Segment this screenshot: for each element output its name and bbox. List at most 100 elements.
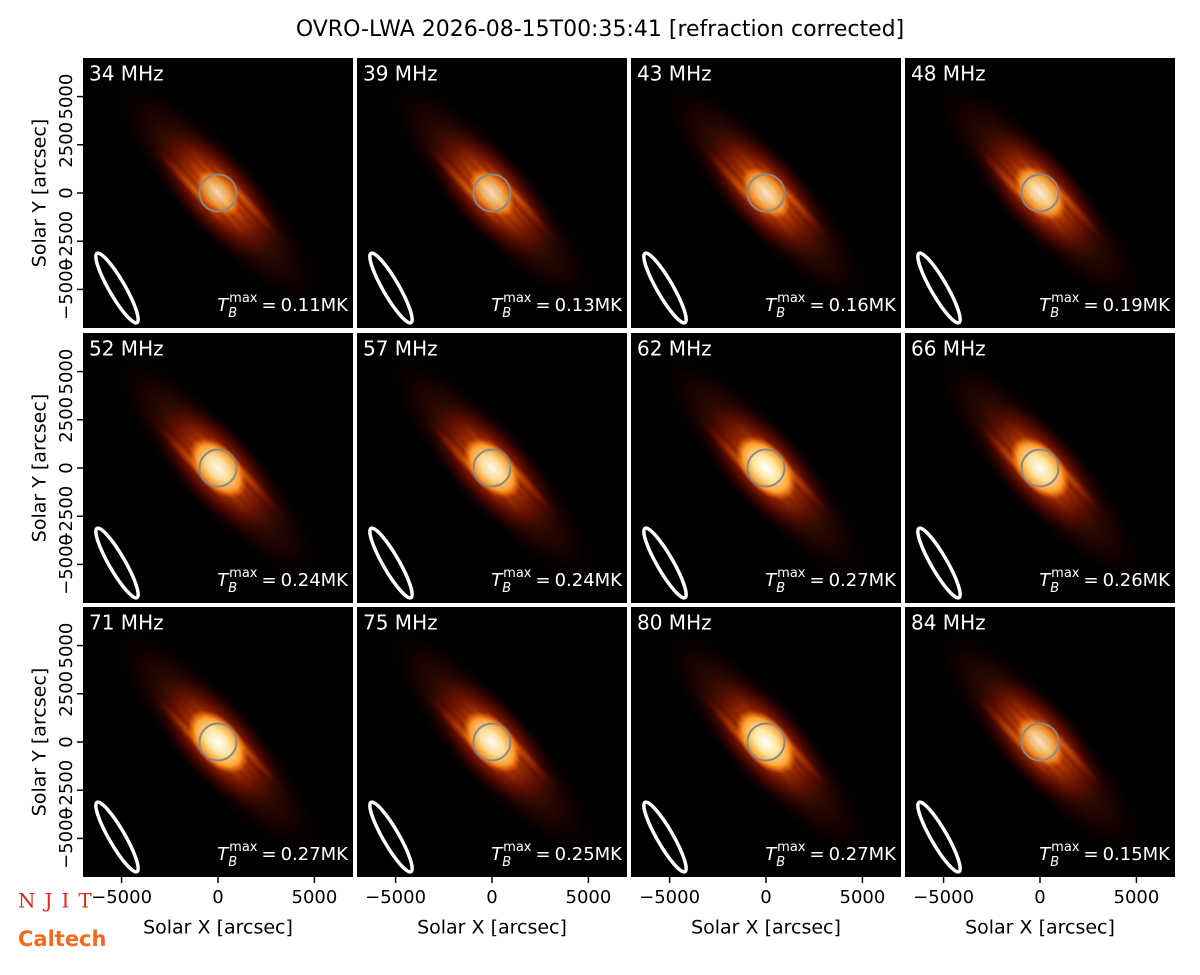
y-tick-label: −5000 <box>56 534 77 595</box>
emission-streak <box>192 141 287 247</box>
logo-njit: NJIT <box>18 889 101 913</box>
tb-symbol: T <box>491 570 504 591</box>
x-axis-label: Solar X [arcsec] <box>143 917 293 939</box>
solar-disk <box>746 173 786 213</box>
tb-sup: max <box>503 291 532 306</box>
beam <box>368 251 414 325</box>
panel <box>83 607 353 877</box>
beam <box>94 800 140 874</box>
tb-sub: B <box>1050 306 1059 321</box>
tb-max-label: TBmax = 0.27MK <box>765 566 897 596</box>
frequency-label: 52 MHz <box>89 337 164 361</box>
tb-sub: B <box>228 306 237 321</box>
x-tick-label: 5000 <box>292 887 338 908</box>
y-tick-label: −2500 <box>56 486 77 547</box>
emission-streak <box>466 141 561 247</box>
tb-max-label: TBmax = 0.15MK <box>1039 840 1171 870</box>
solar-disk <box>746 448 786 488</box>
solar-disk <box>198 173 238 213</box>
frequency-label: 57 MHz <box>363 337 438 361</box>
tb-op: = <box>261 295 276 316</box>
tb-sub: B <box>776 306 785 321</box>
y-tick-label: 5000 <box>56 623 77 669</box>
tb-op: = <box>809 295 824 316</box>
tb-op: = <box>535 295 550 316</box>
tb-value: 0.24MK <box>555 570 624 591</box>
frequency-label: 48 MHz <box>911 62 986 86</box>
tb-max-label: TBmax = 0.25MK <box>491 840 623 870</box>
tb-value: 0.25MK <box>555 844 624 865</box>
frequency-label: 84 MHz <box>911 611 986 635</box>
solar-disk <box>1020 448 1060 488</box>
y-axis-label: Solar Y [arcsec] <box>29 119 51 267</box>
tb-sup: max <box>1051 840 1080 855</box>
y-tick-label: 2500 <box>56 397 77 443</box>
tb-op: = <box>535 570 550 591</box>
tb-op: = <box>261 570 276 591</box>
beam <box>642 526 688 600</box>
beam <box>642 800 688 874</box>
x-tick-label: −5000 <box>639 887 700 908</box>
tb-max-label: TBmax = 0.13MK <box>491 291 623 321</box>
tb-op: = <box>1083 844 1098 865</box>
tb-sub: B <box>1050 855 1059 870</box>
emission-core <box>189 437 247 499</box>
tb-op: = <box>1083 570 1098 591</box>
emission-core <box>463 437 521 499</box>
panel <box>905 333 1175 603</box>
beam <box>642 251 688 325</box>
tb-value: 0.15MK <box>1103 844 1172 865</box>
frequency-label: 80 MHz <box>637 611 712 635</box>
panel <box>905 607 1175 877</box>
x-axis-label: Solar X [arcsec] <box>691 917 841 939</box>
tb-max-label: TBmax = 0.16MK <box>765 291 897 321</box>
tb-sup: max <box>777 566 806 581</box>
frequency-label: 66 MHz <box>911 337 986 361</box>
tb-sup: max <box>229 291 258 306</box>
tb-max-label: TBmax = 0.27MK <box>765 840 897 870</box>
tb-symbol: T <box>217 844 230 865</box>
y-tick-label: −5000 <box>56 259 77 320</box>
tb-sup: max <box>1051 566 1080 581</box>
x-tick-label: 0 <box>212 887 223 908</box>
tb-symbol: T <box>217 570 230 591</box>
panel <box>631 58 901 328</box>
frequency-label: 43 MHz <box>637 62 712 86</box>
y-axis-label: Solar Y [arcsec] <box>29 394 51 542</box>
tb-op: = <box>809 844 824 865</box>
frequency-label: 71 MHz <box>89 611 164 635</box>
panel <box>357 607 627 877</box>
tb-sub: B <box>502 581 511 596</box>
y-tick-label: −2500 <box>56 211 77 272</box>
panel <box>905 58 1175 328</box>
tb-sub: B <box>228 855 237 870</box>
tb-sub: B <box>1050 581 1059 596</box>
tb-symbol: T <box>1039 295 1052 316</box>
emission-core <box>469 168 515 218</box>
panel <box>357 333 627 603</box>
tb-symbol: T <box>1039 570 1052 591</box>
solar-disk <box>1020 173 1060 213</box>
emission-core <box>196 170 240 216</box>
tb-op: = <box>535 844 550 865</box>
tb-symbol: T <box>217 295 230 316</box>
figure-title: OVRO-LWA 2026-08-15T00:35:41 [refraction… <box>296 17 904 42</box>
tb-symbol: T <box>765 295 778 316</box>
solar-disk <box>198 448 238 488</box>
tb-op: = <box>809 570 824 591</box>
tb-sup: max <box>777 291 806 306</box>
tb-sub: B <box>776 855 785 870</box>
tb-max-label: TBmax = 0.26MK <box>1039 566 1171 596</box>
tb-symbol: T <box>1039 844 1052 865</box>
tb-symbol: T <box>491 844 504 865</box>
y-tick-label: −2500 <box>56 760 77 821</box>
emission-streak <box>1014 690 1109 796</box>
solar-disk <box>198 722 238 762</box>
tb-value: 0.19MK <box>1103 295 1172 316</box>
tb-max-label: TBmax = 0.27MK <box>217 840 349 870</box>
tb-sub: B <box>228 581 237 596</box>
tb-value: 0.24MK <box>281 570 350 591</box>
tb-sup: max <box>229 566 258 581</box>
tb-sub: B <box>502 306 511 321</box>
